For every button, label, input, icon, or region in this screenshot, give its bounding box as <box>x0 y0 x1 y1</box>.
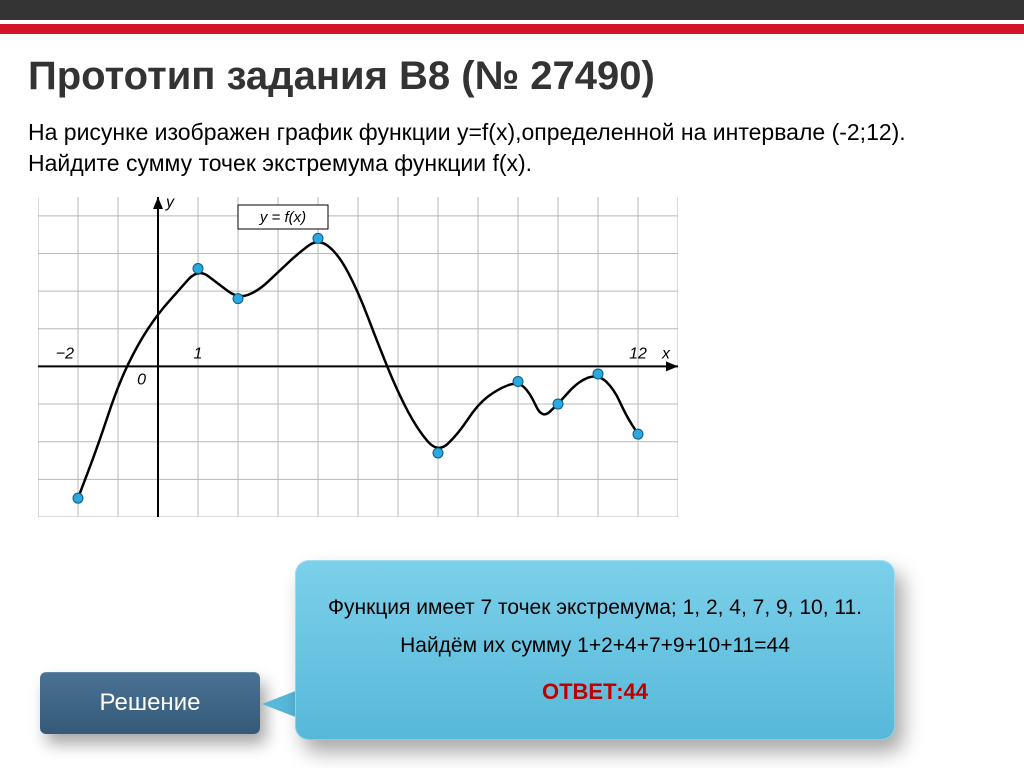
svg-text:1: 1 <box>194 346 203 363</box>
graph-svg: y x 0 −2 1 12 y = f(x) <box>38 197 678 517</box>
svg-text:x: x <box>661 346 671 363</box>
problem-statement: На рисунке изображен график функции y=f(… <box>28 117 996 179</box>
top-bar-dark-stripe <box>0 0 1024 20</box>
problem-line-2: Найдите сумму точек экстремума функции f… <box>28 150 532 176</box>
svg-text:y = f(x): y = f(x) <box>259 209 306 226</box>
problem-line-1: На рисунке изображен график функции y=f(… <box>28 119 906 145</box>
solution-button-label: Решение <box>100 689 201 717</box>
svg-text:12: 12 <box>629 346 647 363</box>
top-accent-bar <box>0 0 1024 38</box>
page-title: Прототип задания B8 (№ 27490) <box>28 54 996 99</box>
svg-text:y: y <box>165 197 175 211</box>
callout-tail <box>262 690 298 718</box>
callout-line-2: Найдём их сумму 1+2+4+7+9+10+11=44 <box>400 632 790 660</box>
callout-answer: ОТВЕТ:44 <box>542 677 648 707</box>
svg-text:−2: −2 <box>56 346 74 363</box>
answer-area: Решение Функция имеет 7 точек экстремума… <box>0 550 1024 740</box>
answer-callout: Функция имеет 7 точек экстремума; 1, 2, … <box>295 560 895 740</box>
callout-line-1: Функция имеет 7 точек экстремума; 1, 2, … <box>328 594 862 622</box>
svg-text:0: 0 <box>137 372 146 389</box>
solution-button[interactable]: Решение <box>40 672 260 734</box>
top-bar-red-stripe <box>0 24 1024 34</box>
function-graph: y x 0 −2 1 12 y = f(x) <box>38 197 678 517</box>
